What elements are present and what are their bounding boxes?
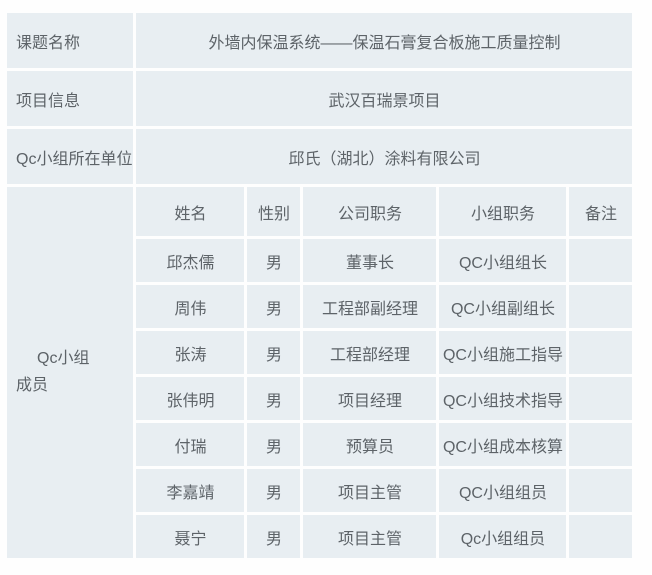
members-header-row: Qc小组 成员 姓名 性别 公司职务 小组职务 备注	[7, 187, 633, 558]
member-company-title-cell: 预算员	[303, 423, 437, 466]
col-header-team-role: 小组职务	[439, 187, 567, 236]
qc-unit-value: 邱氏（湖北）涂料有限公司	[136, 129, 633, 184]
member-company-title-cell: 项目主管	[303, 515, 437, 558]
member-name-cell: 邱杰儒	[136, 239, 245, 282]
member-team-role-cell: QC小组副组长	[439, 285, 567, 328]
member-row: 张伟明 男 项目经理 QC小组技术指导	[7, 377, 633, 420]
member-note-cell	[569, 377, 633, 420]
member-company-title-cell: 董事长	[303, 239, 437, 282]
project-info-label: 项目信息	[7, 71, 134, 126]
member-company-title-cell: 工程部经理	[303, 331, 437, 374]
member-company-title-cell: 工程部副经理	[303, 285, 437, 328]
member-row: 聂宁 男 项目主管 Qc小组组员	[7, 515, 633, 558]
member-team-role-cell: QC小组成本核算	[439, 423, 567, 466]
member-row: 张涛 男 工程部经理 QC小组施工指导	[7, 331, 633, 374]
member-note-cell	[569, 469, 633, 512]
member-name-cell: 周伟	[136, 285, 245, 328]
member-name-cell: 李嘉靖	[136, 469, 245, 512]
member-team-role-cell: QC小组施工指导	[439, 331, 567, 374]
qc-team-info-document: 课题名称 外墙内保温系统——保温石膏复合板施工质量控制 项目信息 武汉百瑞景项目…	[4, 10, 635, 561]
project-info-value: 武汉百瑞景项目	[136, 71, 633, 126]
members-group-label-line1: Qc小组	[37, 350, 90, 368]
member-row: 邱杰儒 男 董事长 QC小组组长	[7, 239, 633, 282]
member-note-cell	[569, 285, 633, 328]
member-team-role-cell: QC小组组长	[439, 239, 567, 282]
col-header-name: 姓名	[136, 187, 245, 236]
member-note-cell	[569, 515, 633, 558]
qc-unit-label: Qc小组所在单位	[7, 129, 134, 184]
member-team-role-cell: Qc小组组员	[439, 515, 567, 558]
topic-name-value: 外墙内保温系统——保温石膏复合板施工质量控制	[136, 13, 633, 68]
col-header-company-title: 公司职务	[303, 187, 437, 236]
table-row: Qc小组所在单位 邱氏（湖北）涂料有限公司	[7, 129, 633, 184]
member-row: 付瑞 男 预算员 QC小组成本核算	[7, 423, 633, 466]
table-row: 课题名称 外墙内保温系统——保温石膏复合板施工质量控制	[7, 13, 633, 68]
col-header-gender: 性别	[247, 187, 301, 236]
member-gender-cell: 男	[247, 515, 301, 558]
member-team-role-cell: QC小组组员	[439, 469, 567, 512]
members-group-label-line2: 成员	[16, 376, 49, 394]
member-team-role-cell: QC小组技术指导	[439, 377, 567, 420]
member-note-cell	[569, 331, 633, 374]
member-gender-cell: 男	[247, 423, 301, 466]
member-company-title-cell: 项目经理	[303, 377, 437, 420]
member-row: 周伟 男 工程部副经理 QC小组副组长	[7, 285, 633, 328]
qc-team-info-table: 课题名称 外墙内保温系统——保温石膏复合板施工质量控制 项目信息 武汉百瑞景项目…	[4, 10, 635, 561]
member-name-cell: 张伟明	[136, 377, 245, 420]
member-gender-cell: 男	[247, 285, 301, 328]
member-name-cell: 张涛	[136, 331, 245, 374]
members-group-label: Qc小组 成员	[7, 187, 134, 558]
member-gender-cell: 男	[247, 331, 301, 374]
member-note-cell	[569, 423, 633, 466]
member-gender-cell: 男	[247, 377, 301, 420]
member-row: 李嘉靖 男 项目主管 QC小组组员	[7, 469, 633, 512]
col-header-note: 备注	[569, 187, 633, 236]
member-name-cell: 付瑞	[136, 423, 245, 466]
member-gender-cell: 男	[247, 469, 301, 512]
topic-name-label: 课题名称	[7, 13, 134, 68]
member-name-cell: 聂宁	[136, 515, 245, 558]
member-company-title-cell: 项目主管	[303, 469, 437, 512]
table-row: 项目信息 武汉百瑞景项目	[7, 71, 633, 126]
member-gender-cell: 男	[247, 239, 301, 282]
member-note-cell	[569, 239, 633, 282]
